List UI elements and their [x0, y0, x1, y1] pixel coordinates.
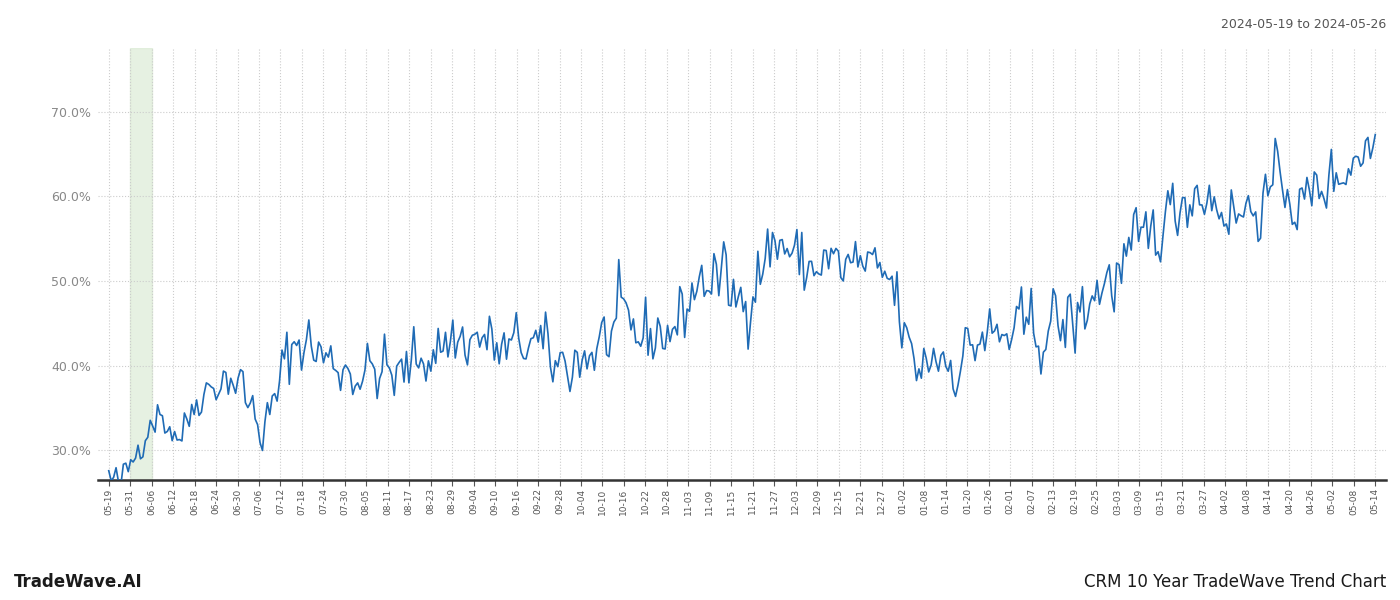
Text: TradeWave.AI: TradeWave.AI [14, 573, 143, 591]
Text: CRM 10 Year TradeWave Trend Chart: CRM 10 Year TradeWave Trend Chart [1084, 573, 1386, 591]
Text: 2024-05-19 to 2024-05-26: 2024-05-19 to 2024-05-26 [1221, 18, 1386, 31]
Bar [130, 48, 151, 480]
